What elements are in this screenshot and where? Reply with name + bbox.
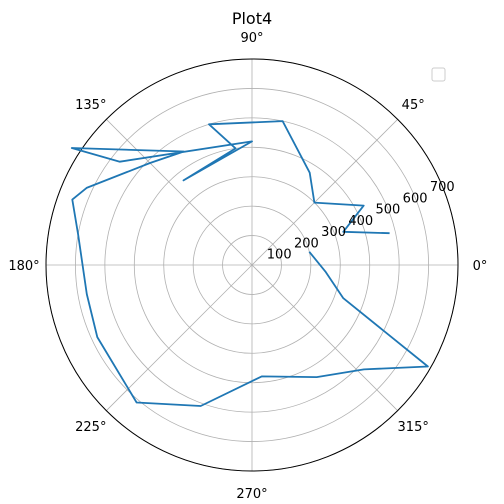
radial-tick-label: 300 [321,225,346,240]
legend-box [431,67,446,82]
angle-tick-label: 180° [8,259,39,274]
series-line-0 [70,120,429,407]
angle-tick-label: 45° [402,98,425,113]
polar-frame [45,58,459,472]
angle-tick-label: 225° [75,420,106,435]
series-layer [70,120,429,407]
radial-tick-label: 200 [294,237,319,252]
angular-gridline-315 [251,264,398,411]
angle-tick-label: 315° [398,420,429,435]
angle-tick-label: 135° [75,98,106,113]
radial-tick-label: 700 [430,180,455,195]
angle-tick-label: 90° [240,31,263,46]
angle-tick-label: 270° [236,487,267,502]
angular-gridline-135 [106,119,253,266]
angle-tick-label: 0° [473,259,488,274]
angular-gridline-225 [106,264,253,411]
radial-tick-label: 400 [348,214,373,229]
polar-grid [45,58,459,472]
angular-gridline-45 [251,119,398,266]
radial-tick-label: 100 [267,248,292,263]
tick-labels: 0° 45° 90° 135° 180° 225° 270° 315° 100200300400… [8,31,487,502]
radial-tick-label: 600 [403,191,428,206]
radial-tick-label: 500 [375,203,400,218]
chart-title: Plot4 [232,9,272,28]
